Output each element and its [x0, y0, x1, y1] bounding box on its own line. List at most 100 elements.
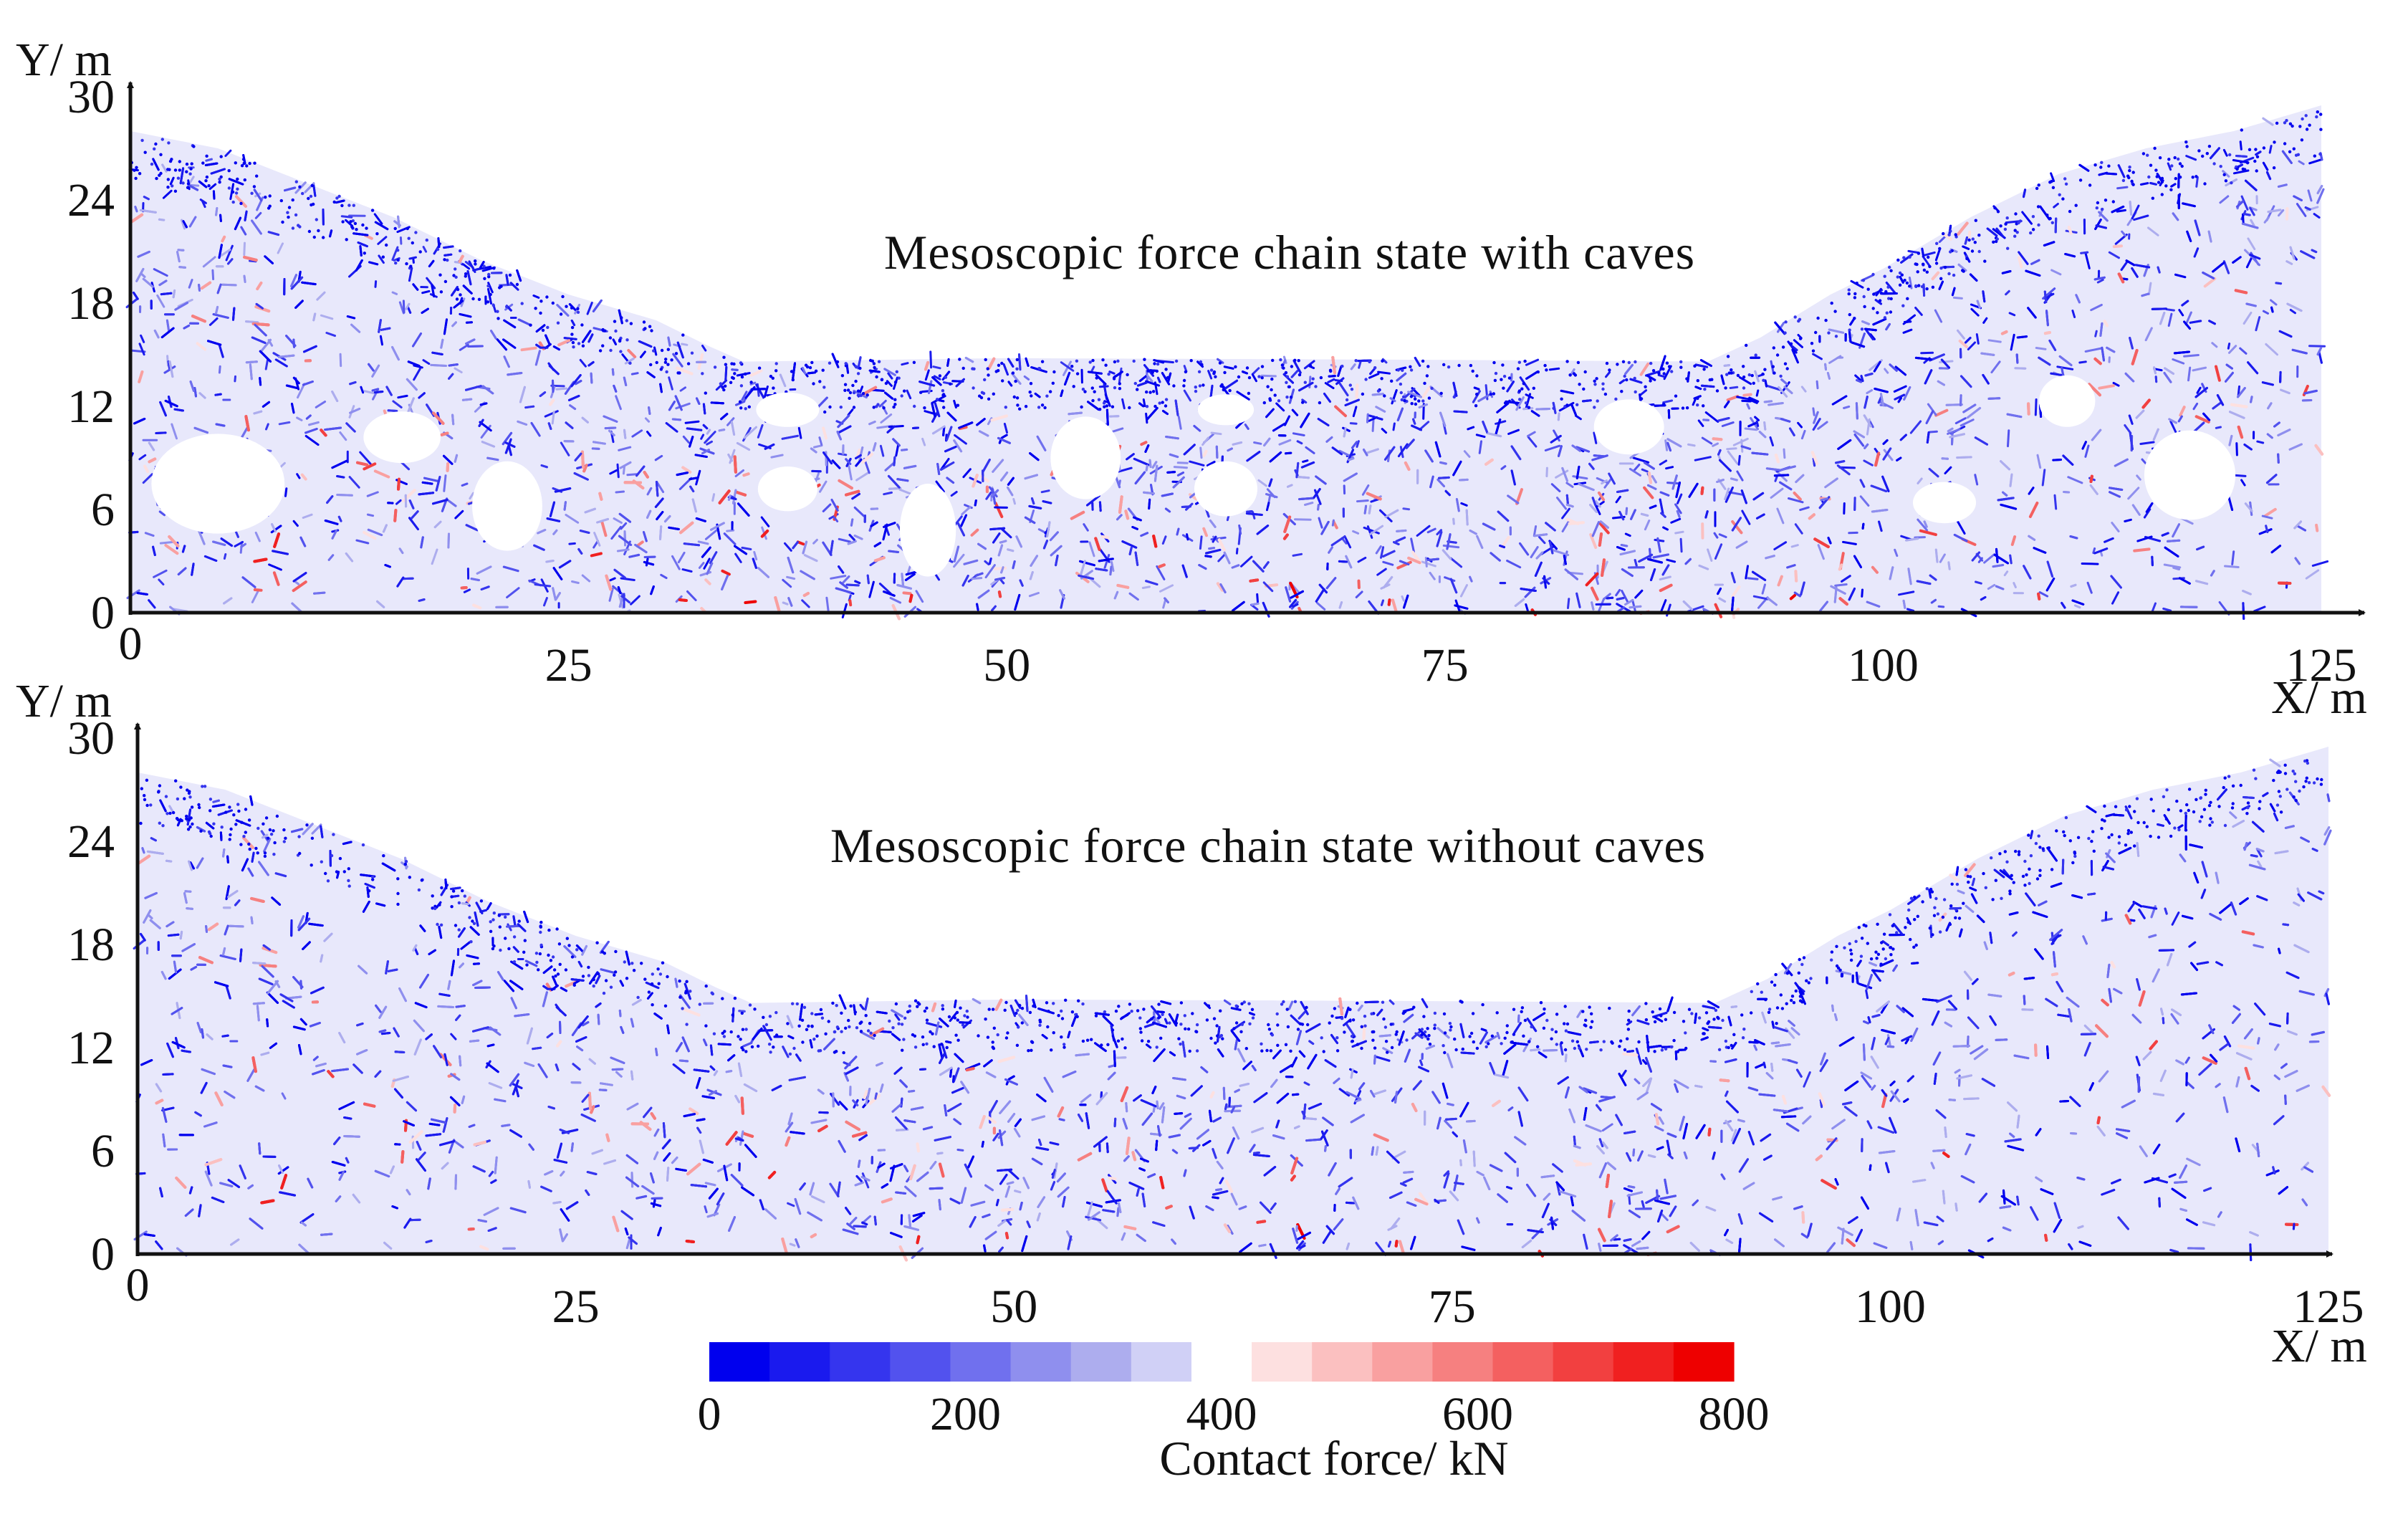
force-chain-mark — [1318, 517, 1323, 529]
force-chain-mark — [215, 305, 219, 315]
force-chain-mark — [1478, 440, 1482, 454]
force-chain-mark — [1561, 520, 1570, 532]
force-chain-mark — [244, 210, 248, 221]
force-chain-mark — [1755, 389, 1760, 397]
force-chain-mark — [1983, 553, 1996, 564]
force-chain-mark — [1641, 468, 1649, 473]
force-chain-mark — [1738, 376, 1752, 386]
force-chain-mark — [2067, 226, 2073, 235]
force-chain-mark — [1598, 532, 1603, 547]
force-chain-mark — [408, 256, 417, 260]
force-chain-mark — [2270, 306, 2274, 313]
force-chain-mark — [2231, 550, 2235, 565]
force-chain-mark — [1958, 339, 1968, 348]
force-chain-mark — [1692, 398, 1697, 406]
force-chain-mark — [374, 280, 378, 288]
force-chain-mark — [1679, 537, 1683, 553]
force-chain-mark — [1298, 497, 1315, 501]
force-chain-mark — [2183, 354, 2200, 358]
force-chain-mark — [2070, 583, 2077, 588]
force-chain-mark — [2124, 424, 2132, 434]
force-chain-mark — [760, 516, 770, 527]
force-chain-mark — [1601, 479, 1608, 485]
force-chain-mark — [1938, 236, 1946, 244]
force-chain-mark — [786, 575, 796, 580]
force-chain-mark — [2179, 406, 2186, 417]
force-chain-mark — [2235, 155, 2248, 158]
force-chain-mark — [2133, 214, 2149, 221]
force-chain-mark — [627, 349, 637, 358]
force-chain-mark — [443, 245, 454, 249]
force-chain-mark — [399, 236, 403, 245]
force-chain-mark — [2127, 487, 2140, 500]
force-chain-mark — [1530, 546, 1539, 558]
force-chain-mark — [1527, 431, 1536, 438]
force-chain-mark — [1731, 520, 1743, 535]
force-chain-mark — [1545, 466, 1548, 477]
force-chain-mark — [880, 413, 893, 423]
force-chain-mark — [1952, 296, 1963, 300]
force-chain-mark — [1343, 427, 1347, 438]
force-chain-mark — [2307, 189, 2313, 202]
force-chain-mark — [1761, 583, 1766, 595]
force-chain-mark — [300, 473, 307, 481]
force-chain-mark — [2080, 251, 2089, 254]
force-chain-mark — [2178, 309, 2184, 317]
force-chain-mark — [2151, 307, 2167, 310]
force-chain-mark — [218, 365, 221, 374]
force-chain-mark — [188, 279, 193, 289]
force-chain-mark — [359, 245, 363, 257]
force-chain-mark — [1177, 416, 1182, 430]
force-chain-field-with-caves — [125, 105, 2329, 621]
force-chain-mark — [622, 464, 626, 475]
force-chain-mark — [551, 411, 555, 425]
force-chain-mark — [2045, 310, 2049, 327]
force-chain-mark — [2009, 554, 2013, 565]
force-chain-mark — [193, 387, 197, 398]
force-chain-mark — [1687, 443, 1696, 447]
force-chain-mark — [1596, 477, 1610, 484]
force-chain-mark — [2262, 310, 2269, 315]
force-chain-mark — [215, 207, 219, 216]
force-chain-mark — [1894, 548, 1899, 557]
force-chain-mark — [2195, 176, 2199, 188]
force-chain-mark — [1859, 495, 1870, 507]
force-chain-mark — [1954, 417, 1967, 425]
force-chain-mark — [630, 595, 641, 606]
force-chain-mark — [143, 464, 150, 474]
force-chain-mark — [1947, 428, 1961, 435]
force-chain-mark — [1812, 353, 1823, 360]
force-chain-mark — [1704, 411, 1719, 423]
force-chain-mark — [659, 383, 663, 393]
force-chain-mark — [1632, 456, 1650, 464]
force-chain-mark — [426, 277, 436, 289]
force-chain-mark — [901, 362, 909, 366]
force-chain-mark — [167, 360, 171, 371]
force-chain-mark — [615, 395, 622, 411]
force-chain-mark — [1605, 371, 1611, 378]
force-chain-mark — [1368, 525, 1384, 536]
force-chain-mark — [1707, 548, 1713, 562]
force-chain-mark — [543, 597, 548, 607]
force-chain-mark — [1687, 605, 1704, 613]
force-chain-mark — [461, 398, 473, 401]
force-chain-mark — [961, 505, 972, 516]
force-chain-mark — [733, 455, 737, 474]
force-chain-mark — [1108, 370, 1116, 375]
force-chain-mark — [1401, 595, 1405, 602]
force-chain-mark — [1934, 309, 1943, 323]
force-chain-mark — [1917, 477, 1923, 484]
force-chain-mark — [1459, 478, 1469, 482]
force-chain-mark — [1449, 557, 1463, 568]
force-chain-mark — [2056, 365, 2074, 370]
force-chain-mark — [448, 363, 459, 367]
force-chain-mark — [1817, 544, 1825, 560]
force-chain-mark — [704, 529, 718, 540]
force-chain-mark — [2192, 366, 2207, 372]
force-chain-mark — [1712, 442, 1719, 447]
force-chain-mark — [373, 469, 390, 479]
force-chain-mark — [838, 537, 851, 543]
force-chain-mark — [1173, 466, 1188, 469]
force-chain-mark — [1817, 421, 1828, 430]
force-chain-mark — [421, 289, 431, 295]
